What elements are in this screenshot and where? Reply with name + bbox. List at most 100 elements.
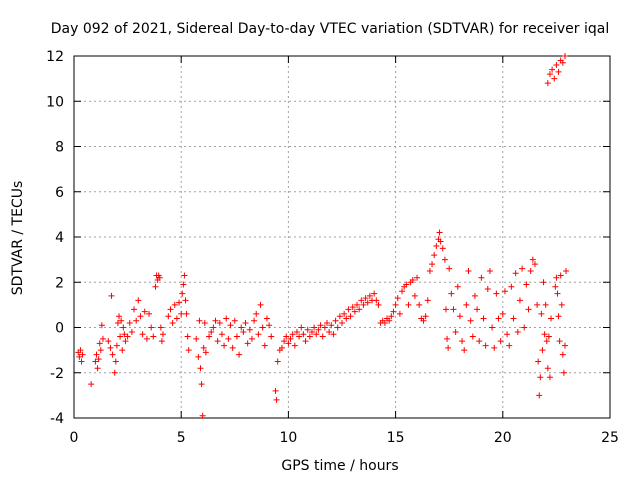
data-point (471, 292, 478, 299)
data-point (446, 265, 453, 272)
data-point (120, 324, 127, 331)
data-point (246, 326, 253, 333)
data-points (75, 53, 570, 419)
x-tick-label: 10 (279, 430, 297, 446)
data-point (248, 335, 255, 342)
data-point (480, 315, 487, 322)
data-point (78, 358, 85, 365)
data-point (403, 281, 410, 288)
data-point (143, 335, 150, 342)
data-point (531, 261, 538, 268)
data-point (555, 68, 562, 75)
data-point (216, 319, 223, 326)
data-point (298, 324, 305, 331)
data-point (184, 333, 191, 340)
data-point (510, 315, 517, 322)
data-point (431, 252, 438, 259)
y-tick-label: 4 (55, 230, 64, 246)
data-point (150, 333, 157, 340)
data-point (539, 347, 546, 354)
data-point (529, 256, 536, 263)
axis-ticks: 0 5 10 15 20 25 -4 -2 0 2 4 6 8 10 12 (46, 49, 619, 446)
data-point (396, 310, 403, 317)
data-point (557, 272, 564, 279)
data-point (313, 331, 320, 338)
data-point (92, 358, 99, 365)
y-tick-label: 12 (46, 49, 64, 65)
data-point (555, 313, 562, 320)
data-point (176, 299, 183, 306)
data-point (296, 333, 303, 340)
data-point (137, 313, 144, 320)
data-point (381, 319, 388, 326)
y-tick-label: -4 (50, 411, 64, 427)
data-point (422, 313, 429, 320)
data-point (315, 326, 322, 333)
data-point (552, 283, 559, 290)
data-point (259, 324, 266, 331)
data-point (386, 317, 393, 324)
data-point (139, 331, 146, 338)
data-point (323, 319, 330, 326)
data-point (493, 290, 500, 297)
y-tick-label: 10 (46, 94, 64, 110)
data-point (448, 290, 455, 297)
data-point (392, 301, 399, 308)
data-point (456, 313, 463, 320)
data-point (242, 319, 249, 326)
y-tick-label: 0 (55, 321, 64, 337)
data-point (559, 351, 566, 358)
data-point (474, 306, 481, 313)
data-point (179, 290, 186, 297)
data-point (553, 274, 560, 281)
data-point (141, 308, 148, 315)
data-point (414, 274, 421, 281)
data-point (266, 322, 273, 329)
data-point (113, 342, 120, 349)
data-point (542, 301, 549, 308)
data-point (240, 329, 247, 336)
data-point (214, 338, 221, 345)
data-point (546, 374, 553, 381)
data-point (171, 301, 178, 308)
data-point (538, 310, 545, 317)
data-point (157, 324, 164, 331)
data-point (467, 317, 474, 324)
data-point (551, 75, 558, 82)
data-point (109, 351, 116, 358)
data-point (356, 306, 363, 313)
data-point (388, 313, 395, 320)
data-point (124, 333, 131, 340)
data-point (495, 315, 502, 322)
data-point (135, 297, 142, 304)
data-point (223, 315, 230, 322)
data-point (199, 412, 206, 419)
data-point (399, 288, 406, 295)
x-tick-label: 15 (387, 430, 405, 446)
y-tick-label: 6 (55, 185, 64, 201)
data-point (469, 333, 476, 340)
data-point (525, 306, 532, 313)
data-point (95, 356, 102, 363)
data-point (544, 80, 551, 87)
data-point (165, 313, 172, 320)
data-point (185, 347, 192, 354)
data-point (221, 342, 228, 349)
data-point (405, 301, 412, 308)
data-point (317, 322, 324, 329)
data-point (278, 344, 285, 351)
data-point (274, 358, 281, 365)
data-point (535, 358, 542, 365)
data-point (96, 340, 103, 347)
data-point (486, 267, 493, 274)
data-point (559, 59, 566, 66)
data-point (133, 317, 140, 324)
data-point (112, 358, 119, 365)
data-point (200, 344, 207, 351)
data-point (293, 329, 300, 336)
data-point (196, 317, 203, 324)
data-point (409, 276, 416, 283)
data-point (450, 306, 457, 313)
data-point (233, 333, 240, 340)
